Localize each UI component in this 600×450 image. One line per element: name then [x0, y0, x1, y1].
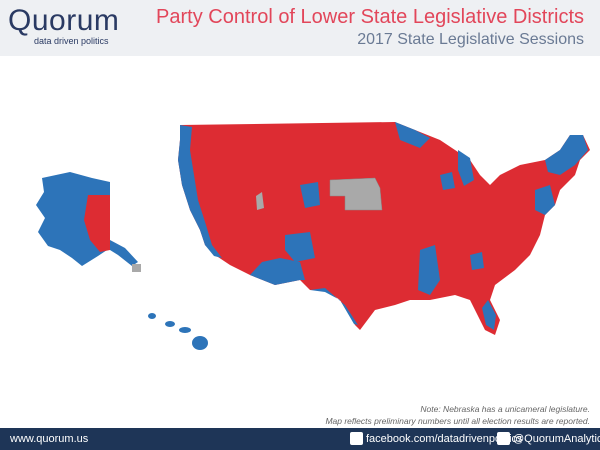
alaska-gray [132, 264, 141, 272]
nebraska [329, 177, 383, 211]
salt-lake [256, 192, 264, 210]
florida [482, 300, 496, 330]
mid-atlantic [535, 185, 555, 215]
header: Quorum data driven politics Party Contro… [0, 0, 600, 56]
mississippi [418, 245, 440, 295]
alaska-panhandle [110, 240, 138, 266]
island [148, 313, 156, 319]
twitter-link[interactable]: @QuorumAnalytics [513, 433, 600, 445]
logo: Quorum [8, 4, 120, 37]
island [179, 327, 191, 333]
tagline: data driven politics [34, 36, 109, 46]
great-lakes [458, 150, 474, 186]
blue-areas [178, 122, 588, 330]
chicago [440, 172, 455, 190]
title: Party Control of Lower State Legislative… [156, 6, 584, 28]
note: Map reflects preliminary numbers until a… [325, 416, 590, 426]
us-mainland [178, 122, 590, 335]
colorado [300, 182, 320, 208]
island [192, 336, 208, 350]
island [165, 321, 175, 327]
northeast [545, 135, 588, 175]
map [36, 122, 590, 350]
hawaii [148, 313, 208, 350]
atlanta [470, 252, 484, 270]
facebook-icon[interactable] [350, 432, 363, 445]
footer: www.quorum.us facebook.com/datadrivenpol… [0, 428, 600, 450]
twitter-icon[interactable] [497, 432, 510, 445]
website[interactable]: www.quorum.us [10, 433, 89, 445]
pacific-coast [178, 125, 222, 258]
subtitle: 2017 State Legislative Sessions [357, 31, 584, 48]
southwest [250, 258, 305, 285]
note: Note: Nebraska has a unicameral legislat… [420, 404, 590, 414]
facebook-link[interactable]: facebook.com/datadrivenpolitics [366, 433, 523, 445]
new-mexico [285, 232, 315, 262]
alaska-red [84, 195, 110, 252]
texas-border [310, 288, 358, 325]
minnesota [395, 122, 430, 148]
